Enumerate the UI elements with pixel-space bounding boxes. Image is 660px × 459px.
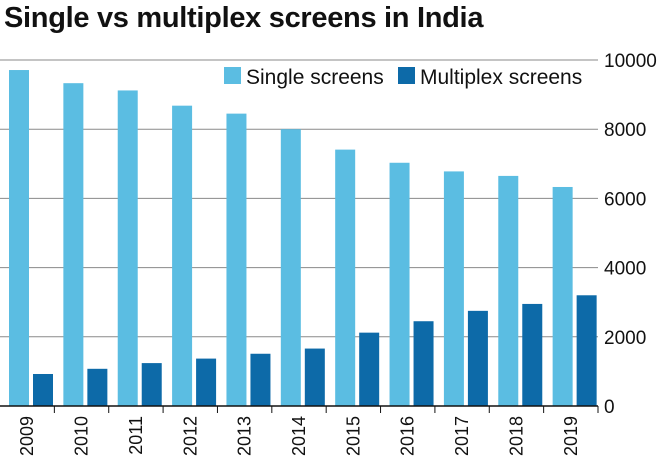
bar-multiplex-screens [196,358,217,406]
bar-single-screens [117,90,138,406]
x-tick-label: 2019 [561,416,581,456]
bar-multiplex-screens [576,295,597,406]
bar-multiplex-screens [413,321,434,406]
bar-single-screens [552,186,573,406]
y-tick-label: 0 [604,397,615,418]
y-tick-label: 4000 [604,259,646,280]
legend-swatch [398,67,415,84]
axes: 0 2000 4000 6000 8000 10000 2009 2010 2011 2012 20… [0,51,657,456]
x-tick-label: 2013 [235,416,255,456]
bar-multiplex-screens [522,303,543,406]
legend-swatch [224,67,241,84]
x-tick-label: 2010 [72,416,92,456]
bar-multiplex-screens [141,363,162,406]
bar-multiplex-screens [304,348,325,406]
bar-single-screens [335,149,356,406]
legend-label: Multiplex screens [420,66,582,89]
bar-single-screens [226,113,247,406]
bar-multiplex-screens [250,353,271,406]
y-tick-label: 10000 [604,51,657,72]
bar-single-screens [498,175,519,406]
bar-single-screens [280,129,301,406]
x-tick-label: 2017 [452,416,472,456]
bar-multiplex-screens [359,332,380,406]
x-tick-label: 2015 [343,416,363,456]
x-tick-label: 2011 [126,416,146,455]
chart-title: Single vs multiplex screens in India [4,2,484,34]
x-tick-label: 2012 [180,416,200,456]
bar-single-screens [172,105,193,406]
bar-single-screens [389,162,410,406]
bar-multiplex-screens [33,373,53,406]
y-tick-label: 2000 [604,328,646,349]
bar-single-screens [9,70,29,406]
x-tick-label: 2016 [398,416,418,456]
y-tick-label: 8000 [604,120,646,141]
bars [9,70,597,406]
x-tick-label: 2018 [506,416,526,456]
bar-single-screens [63,83,84,406]
x-tick-label: 2009 [17,416,37,456]
x-tick-label: 2014 [289,416,309,456]
bar-multiplex-screens [87,368,108,406]
bar-multiplex-screens [467,310,488,406]
legend-label: Single screens [246,66,384,89]
legend: Single screens Multiplex screens [224,66,582,89]
y-tick-label: 6000 [604,189,646,210]
bar-single-screens [443,171,464,406]
